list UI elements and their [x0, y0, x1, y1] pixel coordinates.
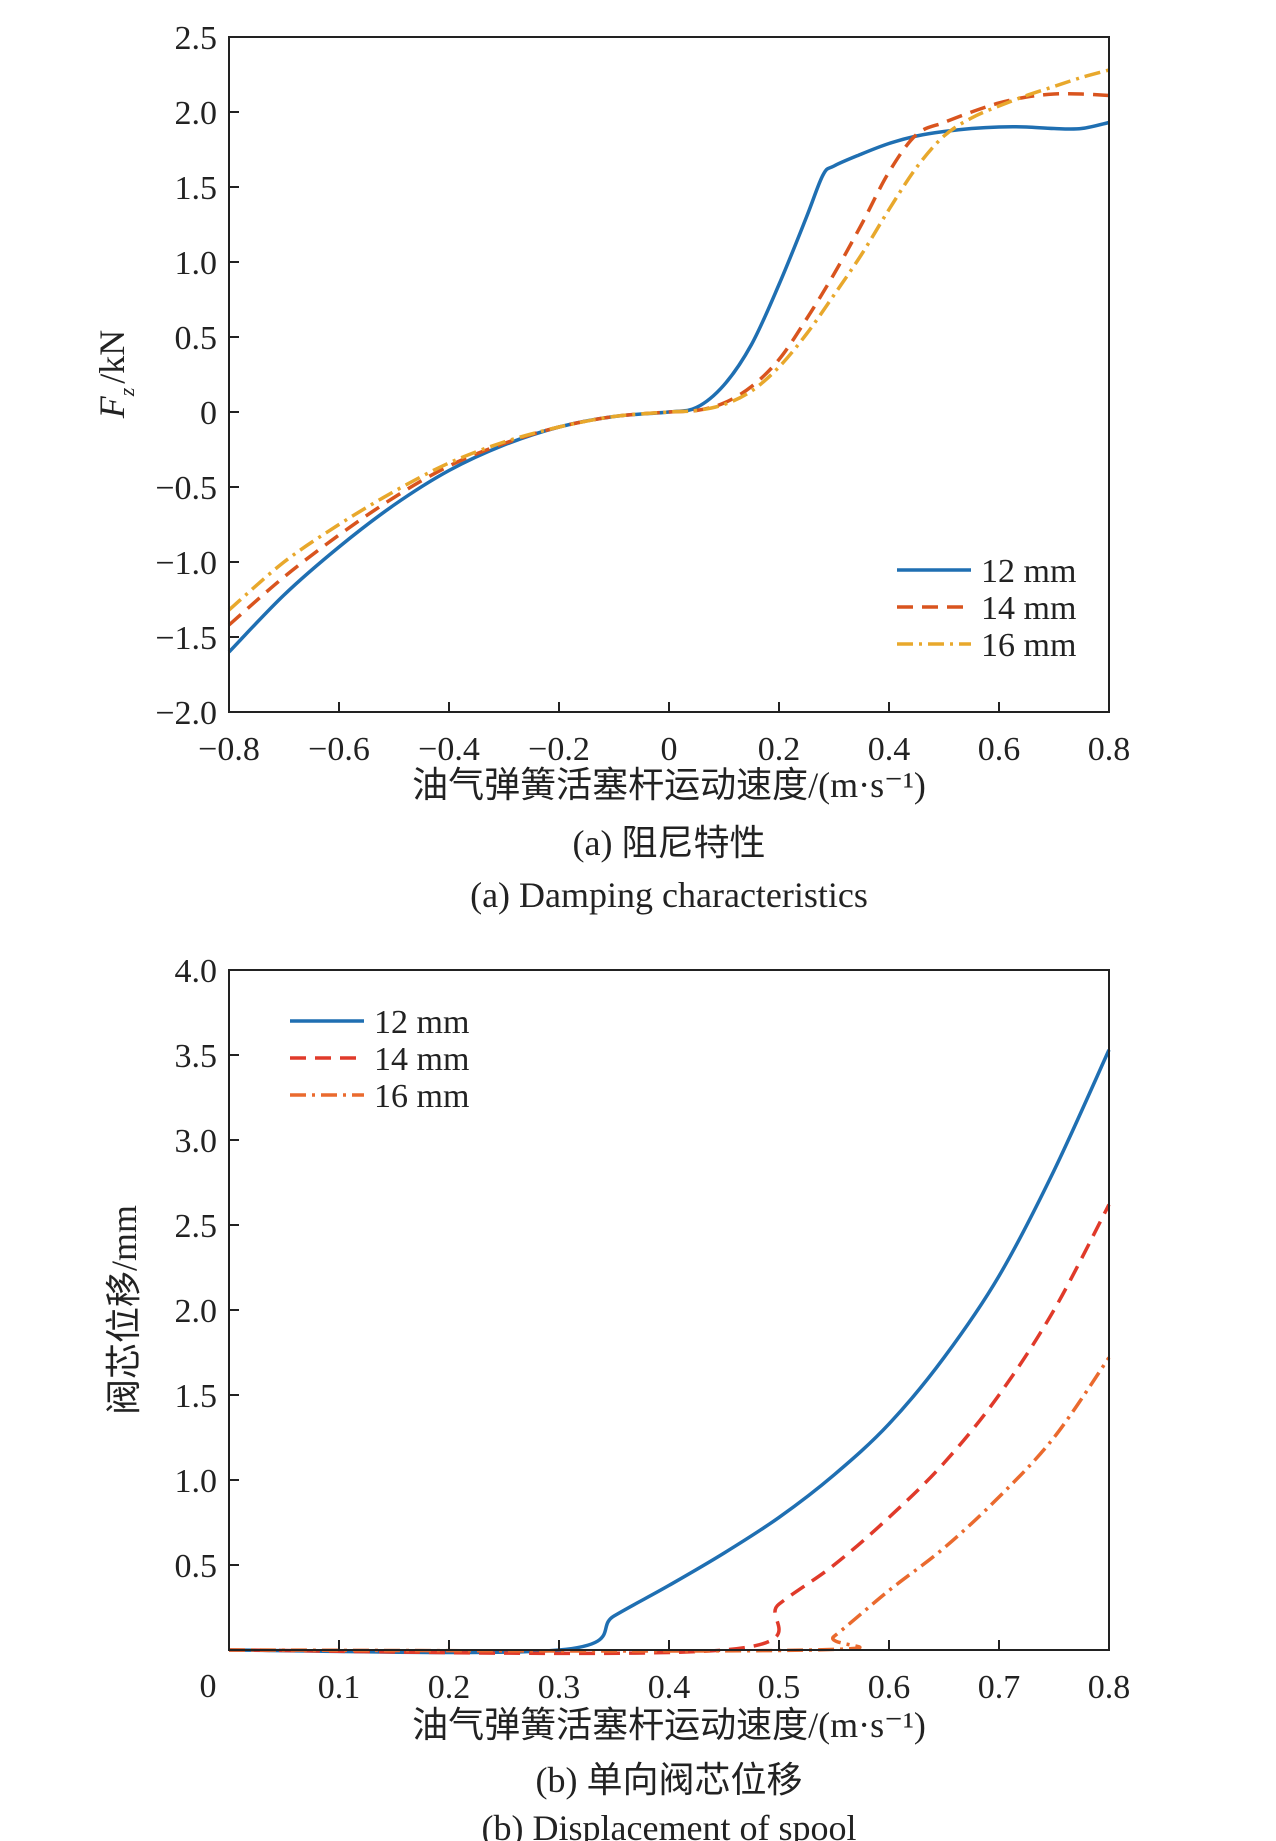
chart-b-y-tick-label: 3.0: [175, 1123, 218, 1160]
chart-a-y-tick-label: 2.5: [175, 20, 218, 57]
chart-a-y-tick-label: 1.0: [175, 245, 218, 282]
chart-a: −0.8 −0.6 −0.4 −0.2 0 0.2 0.4 0.6 0.8 −2.0 −1.5 −1.…: [92, 20, 1130, 915]
chart-a-ylabel-main: F: [92, 395, 132, 419]
chart-b-x-tick-label: 0.8: [1088, 1669, 1131, 1706]
chart-a-ticks: −0.8 −0.6 −0.4 −0.2 0 0.2 0.4 0.6 0.8 −2.0 −1.5 −1.…: [155, 20, 1130, 768]
chart-b-legend-label-1: 12 mm: [374, 1004, 469, 1041]
chart-a-x-tick-label: −0.6: [308, 731, 370, 768]
chart-b-series-line-1: [228, 1049, 1111, 1655]
chart-a-caption-cn: (a) 阻尼特性: [573, 823, 766, 863]
chart-b-x-tick-label: 0.1: [318, 1669, 361, 1706]
chart-a-x-tick-label: −0.4: [418, 731, 480, 768]
chart-a-x-tick-label: 0: [661, 731, 678, 768]
chart-b-series-group: [228, 1049, 1111, 1656]
chart-b-caption-en: (b) Displacement of spool: [482, 1808, 857, 1841]
chart-a-x-axis-title: 油气弹簧活塞杆运动速度/(m·s⁻¹): [412, 765, 926, 805]
chart-a-y-tick-label: −1.0: [155, 545, 217, 582]
chart-b-caption-cn: (b) 单向阀芯位移: [536, 1760, 803, 1800]
chart-b-x-axis-title: 油气弹簧活塞杆运动速度/(m·s⁻¹): [412, 1705, 926, 1745]
chart-a-series-line-1: [227, 120, 1110, 654]
chart-a-y-tick-label: 0: [200, 395, 217, 432]
chart-b-x-tick-label: 0.2: [428, 1669, 471, 1706]
chart-a-caption-en: (a) Damping characteristics: [470, 875, 868, 915]
chart-a-x-tick-label: −0.2: [528, 731, 590, 768]
chart-b-ticks: 0.1 0.2 0.3 0.4 0.5 0.6 0.7 0.8 0.5 1.0 1.5 2.0 2.5 3…: [175, 953, 1131, 1706]
chart-b-series-line-2: [228, 1203, 1111, 1656]
chart-b-legend-label-2: 14 mm: [374, 1041, 469, 1078]
chart-a-x-tick-label: 0.2: [758, 731, 801, 768]
chart-b: 0.1 0.2 0.3 0.4 0.5 0.6 0.7 0.8 0.5 1.0 1.5 2.0 2.5 3…: [104, 953, 1130, 1841]
chart-a-y-tick-label: −2.0: [155, 695, 217, 732]
chart-a-y-tick-label: 2.0: [175, 95, 218, 132]
chart-a-y-tick-label: −0.5: [155, 470, 217, 507]
chart-b-x-tick-label: 0.6: [868, 1669, 911, 1706]
chart-b-legend-label-3: 16 mm: [374, 1078, 469, 1115]
chart-b-y-tick-label: 2.0: [175, 1293, 218, 1330]
chart-b-y-axis-title: 阀芯位移/mm: [104, 1205, 144, 1415]
chart-a-legend-label-3: 16 mm: [981, 627, 1076, 664]
svg-text:Fz/kN: Fz/kN: [92, 330, 139, 420]
chart-a-y-axis-title: Fz/kN: [92, 330, 139, 420]
chart-b-x-tick-label: 0.5: [758, 1669, 801, 1706]
chart-b-x-tick-label: 0.3: [538, 1669, 581, 1706]
chart-a-series-line-2: [227, 91, 1110, 627]
chart-b-y-tick-label: 0.5: [175, 1548, 218, 1585]
chart-b-x-tick-label: 0.4: [648, 1669, 691, 1706]
chart-a-y-tick-label: −1.5: [155, 620, 217, 657]
chart-a-x-tick-label: −0.8: [198, 731, 260, 768]
chart-b-y-tick-label: 4.0: [175, 953, 218, 990]
chart-a-x-tick-label: 0.8: [1088, 731, 1131, 768]
chart-b-y-tick-label: 1.0: [175, 1463, 218, 1500]
chart-b-ylabel: 阀芯位移/mm: [104, 1205, 144, 1415]
chart-b-y-tick-label: 1.5: [175, 1378, 218, 1415]
chart-a-legend-label-1: 12 mm: [981, 553, 1076, 590]
chart-a-ylabel-unit: /kN: [92, 330, 132, 384]
chart-a-series-line-3: [227, 68, 1110, 612]
chart-a-y-tick-label: 0.5: [175, 320, 218, 357]
chart-a-x-tick-label: 0.4: [868, 731, 911, 768]
chart-a-legend-label-2: 14 mm: [981, 590, 1076, 627]
chart-a-y-tick-label: 1.5: [175, 170, 218, 207]
chart-a-x-tick-label: 0.6: [978, 731, 1021, 768]
chart-b-x-tick-label: 0.7: [978, 1669, 1021, 1706]
chart-b-series-line-3: [228, 1356, 1111, 1653]
chart-b-y-tick-label: 3.5: [175, 1038, 218, 1075]
chart-b-x-origin-label: 0: [200, 1668, 217, 1705]
chart-a-series-group: [227, 68, 1110, 654]
chart-a-ylabel-sub: z: [114, 387, 139, 397]
chart-b-y-tick-label: 2.5: [175, 1208, 218, 1245]
chart-a-frame: [228, 36, 1110, 713]
